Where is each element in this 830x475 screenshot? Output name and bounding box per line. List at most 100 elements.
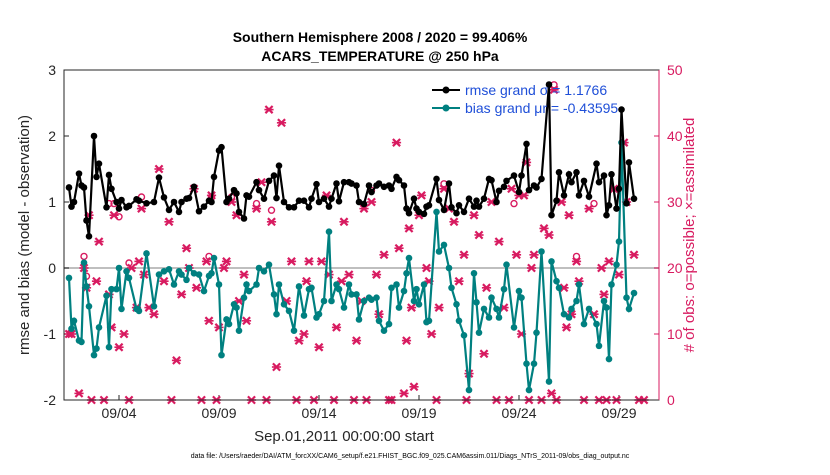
obs-assimilated-point	[314, 342, 324, 352]
bias-point	[95, 324, 103, 331]
legend-rmse-label: rmse grand σ = 1.1766	[465, 82, 607, 98]
rmse-point	[613, 205, 620, 212]
bias-point	[375, 317, 383, 325]
bias-point	[523, 360, 530, 368]
rmse-point	[218, 143, 225, 151]
bias-point	[83, 283, 90, 290]
bias-point	[233, 304, 240, 311]
bias-point	[335, 285, 343, 293]
bias-point	[420, 281, 428, 288]
rmse-point	[233, 190, 240, 197]
obs-assimilated-point	[286, 257, 297, 266]
x-tick-label: 09/04	[101, 405, 136, 421]
rmse-point	[255, 186, 263, 194]
legend-rmse-marker	[442, 86, 450, 94]
bias-point	[580, 320, 588, 328]
y2-tick-label: 50	[667, 62, 683, 78]
rmse-point	[618, 106, 625, 113]
bias-point	[255, 264, 263, 272]
rmse-point	[603, 211, 610, 219]
rmse-point	[518, 172, 525, 179]
bias-point	[473, 299, 480, 306]
x-axis-ticks: 09/04 09/09 09/14 09/19 09/24 09/29	[101, 395, 637, 421]
obs-assimilated-point	[191, 283, 202, 293]
rmse-point	[573, 169, 580, 176]
rmse-point	[615, 185, 623, 193]
rmse-point	[195, 207, 203, 215]
rmse-point	[65, 184, 73, 191]
bias-point	[218, 351, 225, 359]
rmse-point	[448, 203, 455, 211]
obs-assimilated-point	[181, 243, 192, 253]
bias-point	[470, 269, 478, 277]
bias-point	[170, 281, 178, 288]
rmse-point	[565, 170, 573, 178]
bias-point	[480, 305, 488, 313]
bias-point	[78, 338, 85, 346]
rmse-point	[630, 195, 638, 202]
bias-point	[600, 297, 608, 305]
bias-point	[410, 297, 418, 305]
rmse-point	[83, 217, 90, 224]
rmse-point	[420, 210, 428, 218]
bias-point	[210, 254, 218, 262]
bias-point	[360, 297, 368, 305]
bias-point	[183, 276, 190, 284]
bias-point	[623, 294, 630, 302]
obs-assimilated-point	[164, 217, 174, 227]
x-tick-label: 09/29	[601, 405, 636, 421]
bias-point	[320, 297, 328, 305]
y2-axis-ticks: 0 10 20 30 40 50	[654, 62, 683, 408]
obs-assimilated-point	[316, 257, 327, 266]
bias-point	[500, 285, 508, 293]
bias-point	[90, 351, 98, 359]
bias-point	[160, 268, 168, 275]
x-tick-label: 09/14	[301, 405, 336, 421]
rmse-point	[625, 159, 633, 166]
rmse-point	[108, 185, 115, 193]
bias-point	[355, 316, 363, 323]
bias-point	[348, 291, 355, 298]
data-series	[64, 81, 649, 405]
bias-point	[538, 248, 545, 255]
bias-point	[573, 297, 580, 305]
obs-assimilated-point	[134, 257, 144, 266]
bias-point	[385, 320, 393, 328]
obs-possible-point	[115, 213, 123, 221]
rmse-point	[225, 195, 233, 202]
y2-tick-label: 10	[667, 326, 683, 342]
bias-point	[413, 285, 420, 293]
rmse-point	[453, 209, 460, 217]
bias-point	[445, 264, 453, 272]
rmse-point	[155, 174, 163, 181]
obs-assimilated-point	[159, 276, 169, 286]
rmse-point	[525, 186, 533, 194]
x-tick-label: 09/09	[201, 405, 236, 421]
rmse-point	[165, 206, 173, 214]
rmse-point	[160, 194, 168, 201]
legend-bias-label: bias grand μr = -0.43595	[465, 100, 618, 116]
rmse-point	[488, 176, 495, 184]
rmse-point	[495, 187, 503, 195]
rmse-point	[623, 200, 630, 207]
x-tick-label: 09/24	[501, 405, 536, 421]
rmse-point	[125, 202, 133, 210]
bias-point	[380, 327, 388, 335]
obs-possible-point	[267, 206, 276, 214]
bias-point	[225, 320, 233, 328]
obs-assimilated-point	[604, 257, 614, 266]
bias-point	[328, 297, 335, 305]
bias-point	[65, 274, 73, 282]
obs-assimilated-point	[494, 237, 504, 246]
obs-assimilated-point	[331, 323, 342, 332]
bias-point	[575, 281, 583, 288]
bias-point	[215, 281, 223, 288]
rmse-point	[185, 194, 193, 202]
bias-point	[405, 254, 413, 262]
rmse-point	[375, 180, 383, 187]
bias-point	[150, 302, 158, 310]
y2-tick-label: 30	[667, 194, 683, 210]
bias-point	[368, 296, 375, 303]
bias-point	[403, 269, 410, 277]
bias-point	[568, 305, 575, 313]
